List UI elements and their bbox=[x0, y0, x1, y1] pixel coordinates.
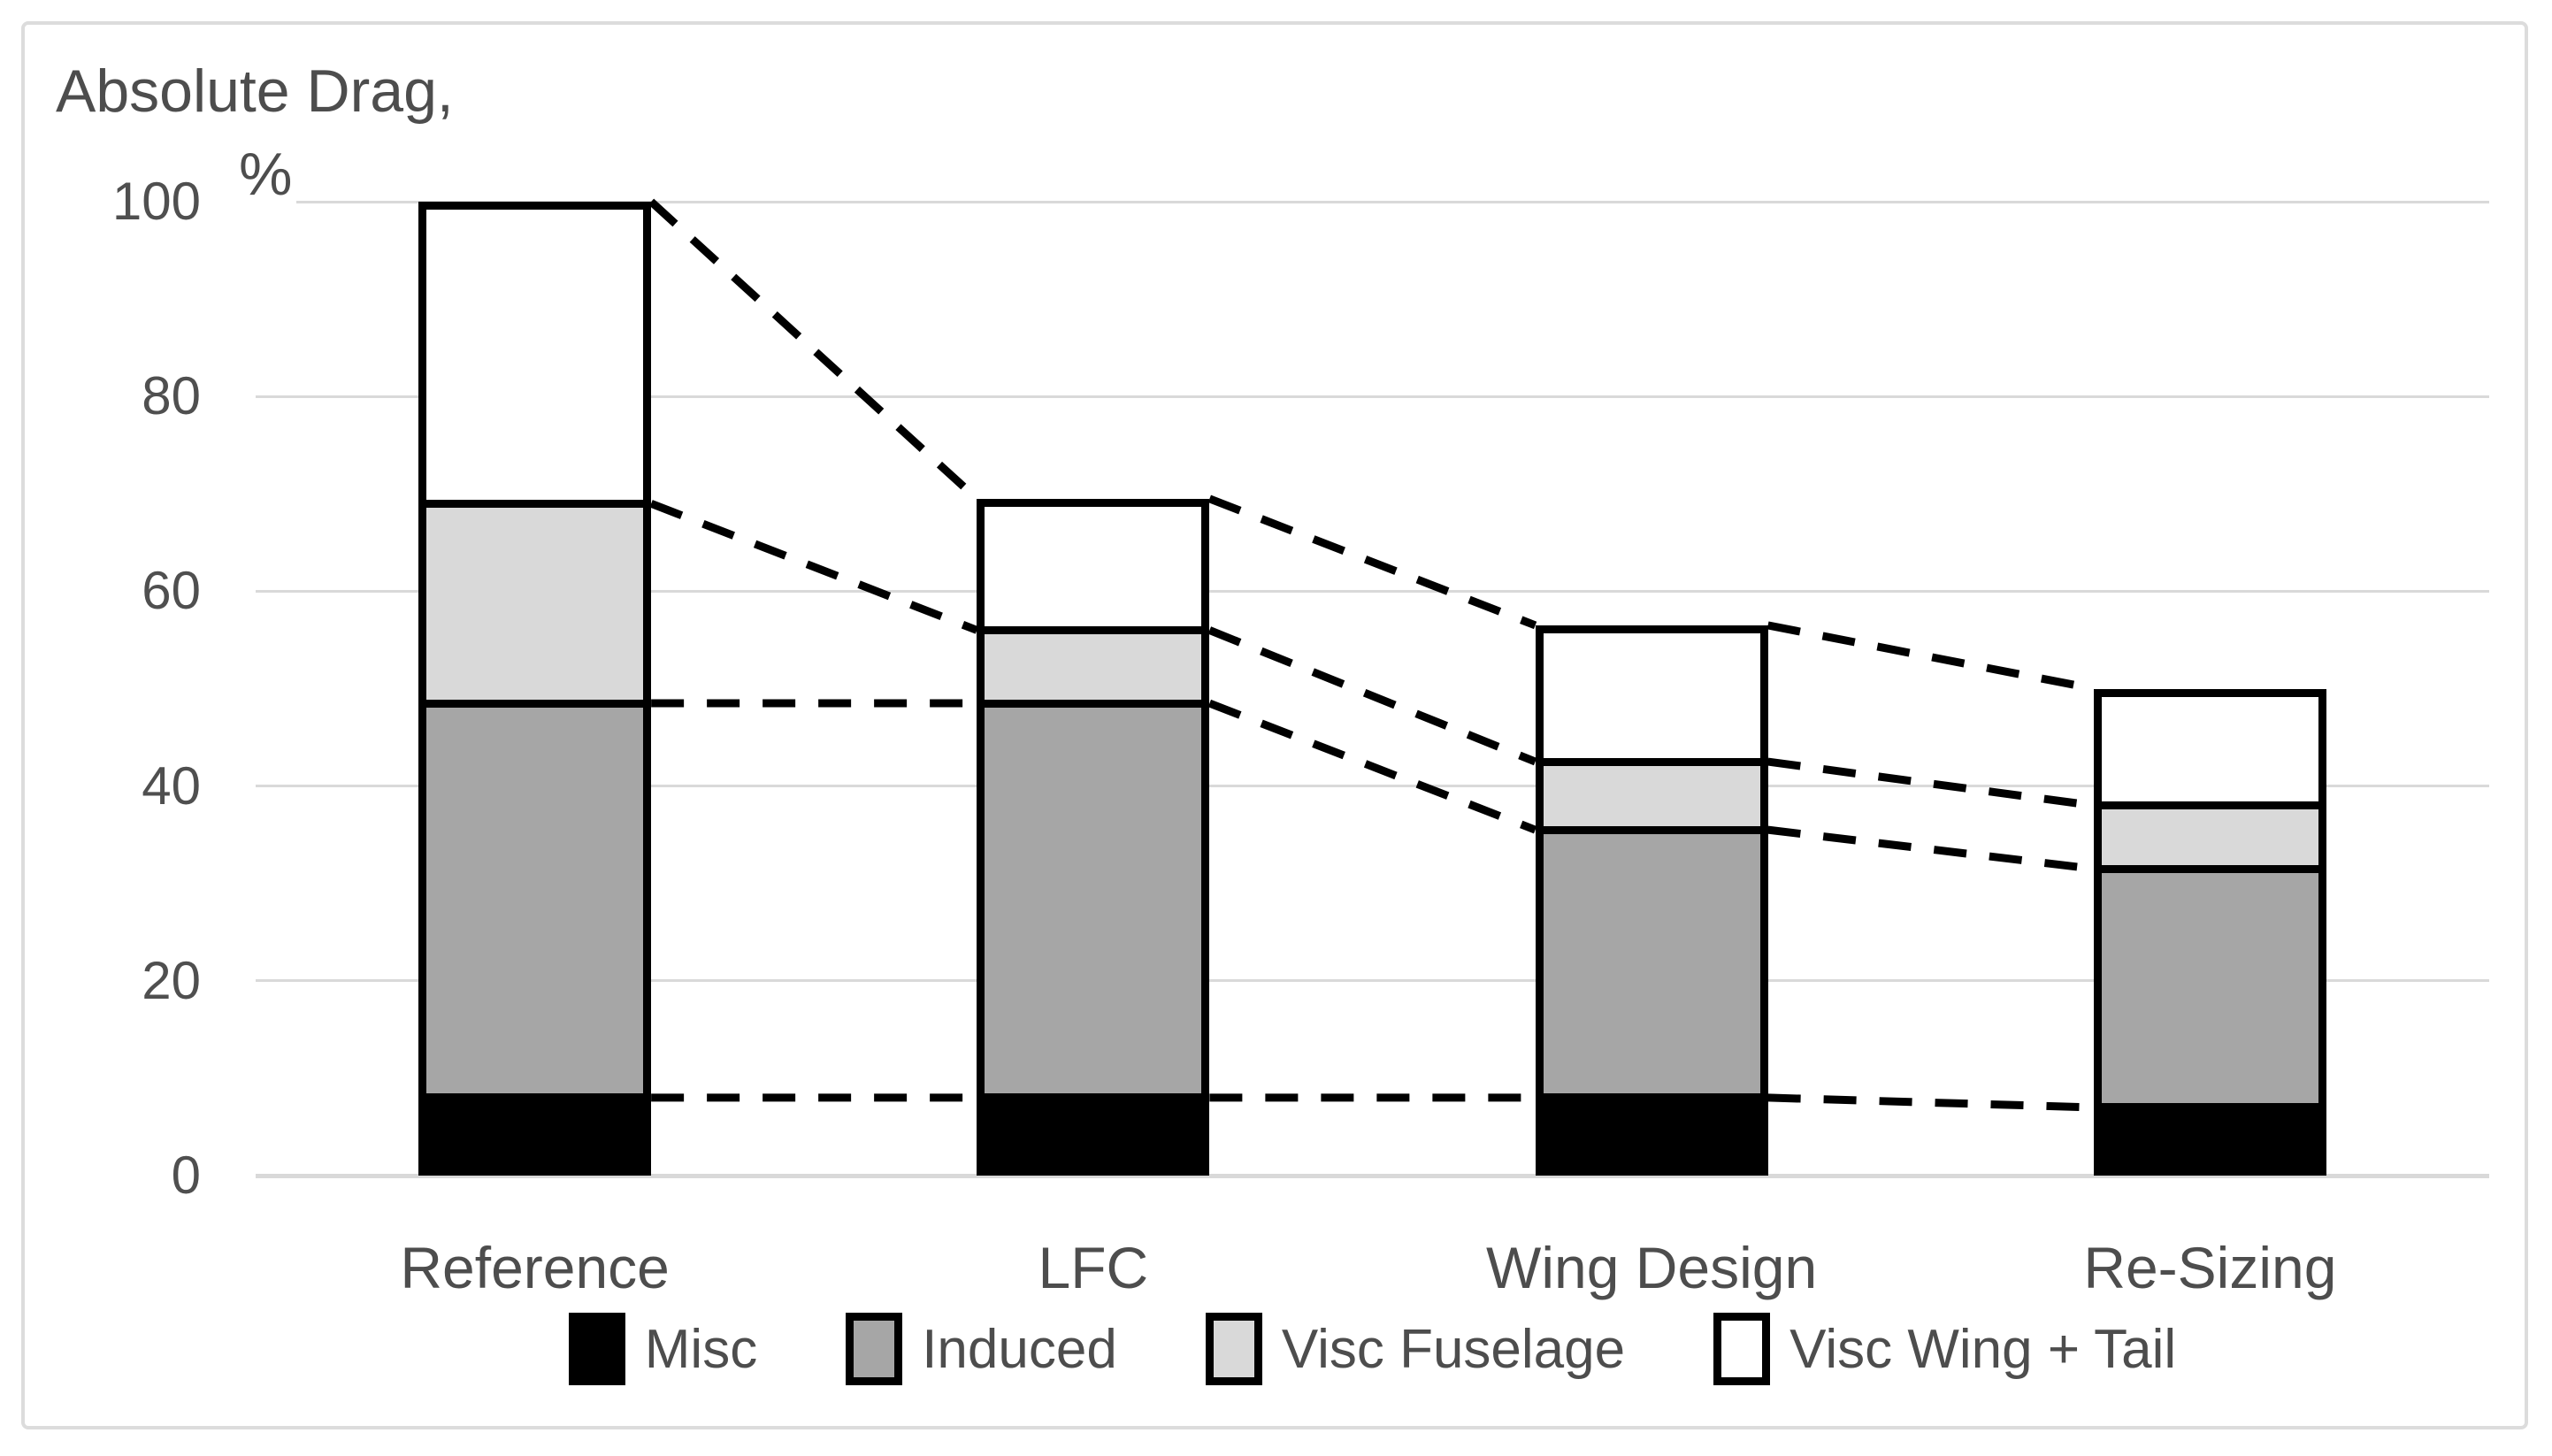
bar-segment-misc bbox=[1543, 1097, 1760, 1168]
axis-title: Absolute Drag, bbox=[56, 57, 454, 125]
bar-segment-divider bbox=[426, 699, 644, 708]
legend-label: Visc Fuselage bbox=[1281, 1318, 1626, 1380]
bar-segment-divider bbox=[1543, 1093, 1760, 1102]
y-tick-label-0: 0 bbox=[171, 1146, 201, 1205]
legend-item-induced: Induced bbox=[846, 1313, 1117, 1385]
bar-segment-misc bbox=[426, 1097, 644, 1168]
legend-item-visc-fuselage: Visc Fuselage bbox=[1205, 1313, 1626, 1385]
category-label-reference: Reference bbox=[400, 1235, 670, 1300]
legend-label: Induced bbox=[922, 1318, 1117, 1380]
bar-segment-visc-fuselage bbox=[426, 503, 644, 703]
stacked-bar-wing-design bbox=[1535, 625, 1768, 1176]
bar-segment-misc bbox=[2101, 1107, 2318, 1168]
bar-segment-divider bbox=[985, 625, 1202, 634]
legend-item-visc-wing-tail: Visc Wing + Tail bbox=[1713, 1313, 2176, 1385]
category-label-wing-design: Wing Design bbox=[1486, 1235, 1818, 1300]
y-tick-label-60: 60 bbox=[142, 561, 201, 621]
stacked-bar-reference bbox=[418, 202, 652, 1176]
bar-segment-induced bbox=[2101, 869, 2318, 1107]
y-tick-label-20: 20 bbox=[142, 950, 201, 1010]
bar-segment-divider bbox=[985, 699, 1202, 708]
legend-label: Visc Wing + Tail bbox=[1789, 1318, 2177, 1380]
bar-segment-divider bbox=[2101, 1103, 2318, 1112]
stacked-bar-re-sizing bbox=[2093, 688, 2326, 1176]
bar-segment-divider bbox=[985, 1093, 1202, 1102]
y-tick-label-80: 80 bbox=[142, 366, 201, 426]
legend: Misc Induced Visc Fuselage Visc Wing + Tail bbox=[256, 1313, 2489, 1385]
bar-segment-visc-wing-tail bbox=[426, 210, 644, 504]
legend-swatch-icon bbox=[1713, 1313, 1771, 1385]
chart-frame-border bbox=[21, 21, 2528, 1429]
bar-segment-visc-fuselage bbox=[2101, 805, 2318, 870]
legend-swatch-icon bbox=[568, 1313, 625, 1385]
bar-segment-visc-wing-tail bbox=[985, 506, 1202, 631]
gridline-0 bbox=[256, 1173, 2489, 1178]
bar-segment-visc-wing-tail bbox=[1543, 632, 1760, 762]
bar-segment-divider bbox=[1543, 825, 1760, 834]
stacked-bar-lfc bbox=[977, 498, 1210, 1176]
y-tick-label-100: 100 bbox=[111, 172, 201, 231]
bar-segment-induced bbox=[426, 703, 644, 1098]
bar-segment-visc-fuselage bbox=[985, 630, 1202, 703]
y-tick-label-40: 40 bbox=[142, 755, 201, 816]
bar-segment-induced bbox=[985, 703, 1202, 1098]
bar-segment-misc bbox=[985, 1097, 1202, 1168]
bar-segment-divider bbox=[426, 499, 644, 508]
bar-segment-divider bbox=[426, 1093, 644, 1102]
bar-segment-visc-wing-tail bbox=[2101, 696, 2318, 806]
gridline-100 bbox=[296, 200, 2489, 203]
gridline-80 bbox=[256, 395, 2489, 398]
legend-swatch-icon bbox=[846, 1313, 903, 1385]
bar-segment-visc-fuselage bbox=[1543, 762, 1760, 831]
bar-segment-divider bbox=[2101, 801, 2318, 810]
bar-segment-divider bbox=[1543, 757, 1760, 766]
bar-segment-induced bbox=[1543, 830, 1760, 1098]
legend-item-misc: Misc bbox=[568, 1313, 758, 1385]
category-label-re-sizing: Re-Sizing bbox=[2083, 1235, 2337, 1300]
gridline-20 bbox=[256, 979, 2489, 983]
legend-label: Misc bbox=[644, 1318, 758, 1380]
bar-segment-divider bbox=[2101, 864, 2318, 873]
legend-swatch-icon bbox=[1205, 1313, 1262, 1385]
category-label-lfc: LFC bbox=[1038, 1235, 1149, 1300]
axis-title-unit: % bbox=[239, 141, 293, 208]
